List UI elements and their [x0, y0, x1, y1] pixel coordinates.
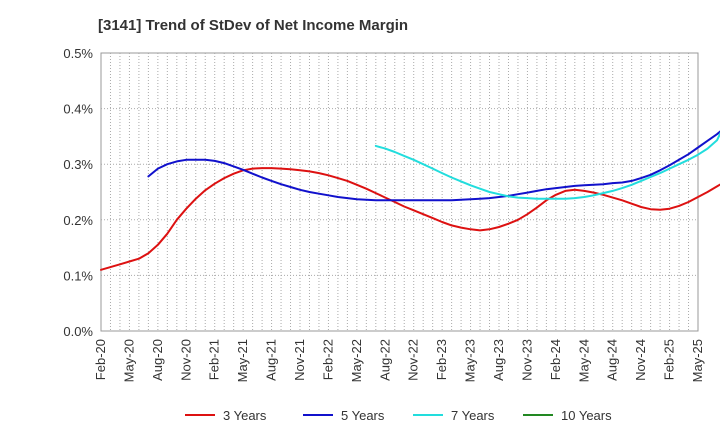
legend-item: 3 Years: [185, 408, 267, 423]
chart-title: [3141] Trend of StDev of Net Income Marg…: [98, 17, 408, 34]
legend-item: 7 Years: [413, 408, 495, 423]
legend-label: 5 Years: [341, 408, 385, 423]
series-lines: [100, 130, 720, 271]
y-tick-label: 0.2%: [63, 213, 93, 228]
plot-frame: [100, 52, 699, 332]
y-tick-label: 0.1%: [63, 268, 93, 283]
legend-label: 10 Years: [561, 408, 612, 423]
x-tick-label: Nov-21: [292, 339, 307, 381]
series-line-7-years: [374, 131, 720, 200]
x-tick-label: May-24: [576, 339, 591, 382]
x-tick-label: Nov-22: [406, 339, 421, 381]
x-tick-label: Feb-25: [662, 339, 677, 380]
y-tick-label: 0.0%: [63, 324, 93, 339]
x-tick-label: Aug-24: [605, 339, 620, 381]
x-tick-label: Nov-20: [178, 339, 193, 381]
y-tick-label: 0.3%: [63, 157, 93, 172]
legend-label: 3 Years: [223, 408, 267, 423]
x-tick-label: May-22: [349, 339, 364, 382]
legend-item: 10 Years: [523, 408, 612, 423]
x-tick-label: Feb-23: [434, 339, 449, 380]
legend-label: 7 Years: [451, 408, 495, 423]
plot-area: [100, 52, 699, 332]
series-line-3-years: [100, 167, 720, 271]
x-tick-label: Aug-20: [150, 339, 165, 381]
x-tick-label: Aug-22: [377, 339, 392, 381]
grid-lines: [101, 53, 698, 331]
x-tick-label: Nov-24: [633, 339, 648, 381]
x-tick-label: Feb-22: [320, 339, 335, 380]
x-tick-label: Nov-23: [519, 339, 534, 381]
x-tick-label: Feb-24: [548, 339, 563, 380]
x-tick-label: Feb-20: [93, 339, 108, 380]
x-axis: Feb-20 May-20 Aug-20 Nov-20 Feb-21 May-21 Aug-…: [93, 339, 705, 382]
legend-item: 5 Years: [303, 408, 385, 423]
x-tick-label: Aug-23: [491, 339, 506, 381]
x-tick-label: May-23: [463, 339, 478, 382]
y-tick-label: 0.5%: [63, 46, 93, 61]
legend: 3 Years 5 Years 7 Years 10 Years: [185, 408, 612, 423]
y-tick-label: 0.4%: [63, 102, 93, 117]
x-tick-label: Aug-21: [264, 339, 279, 381]
y-axis: 0.0% 0.1% 0.2% 0.3% 0.4% 0.5%: [63, 46, 93, 339]
x-tick-label: Feb-21: [207, 339, 222, 380]
x-tick-label: May-20: [121, 339, 136, 382]
x-tick-label: May-21: [235, 339, 250, 382]
x-tick-label: May-25: [690, 339, 705, 382]
series-line-5-years: [147, 130, 720, 202]
